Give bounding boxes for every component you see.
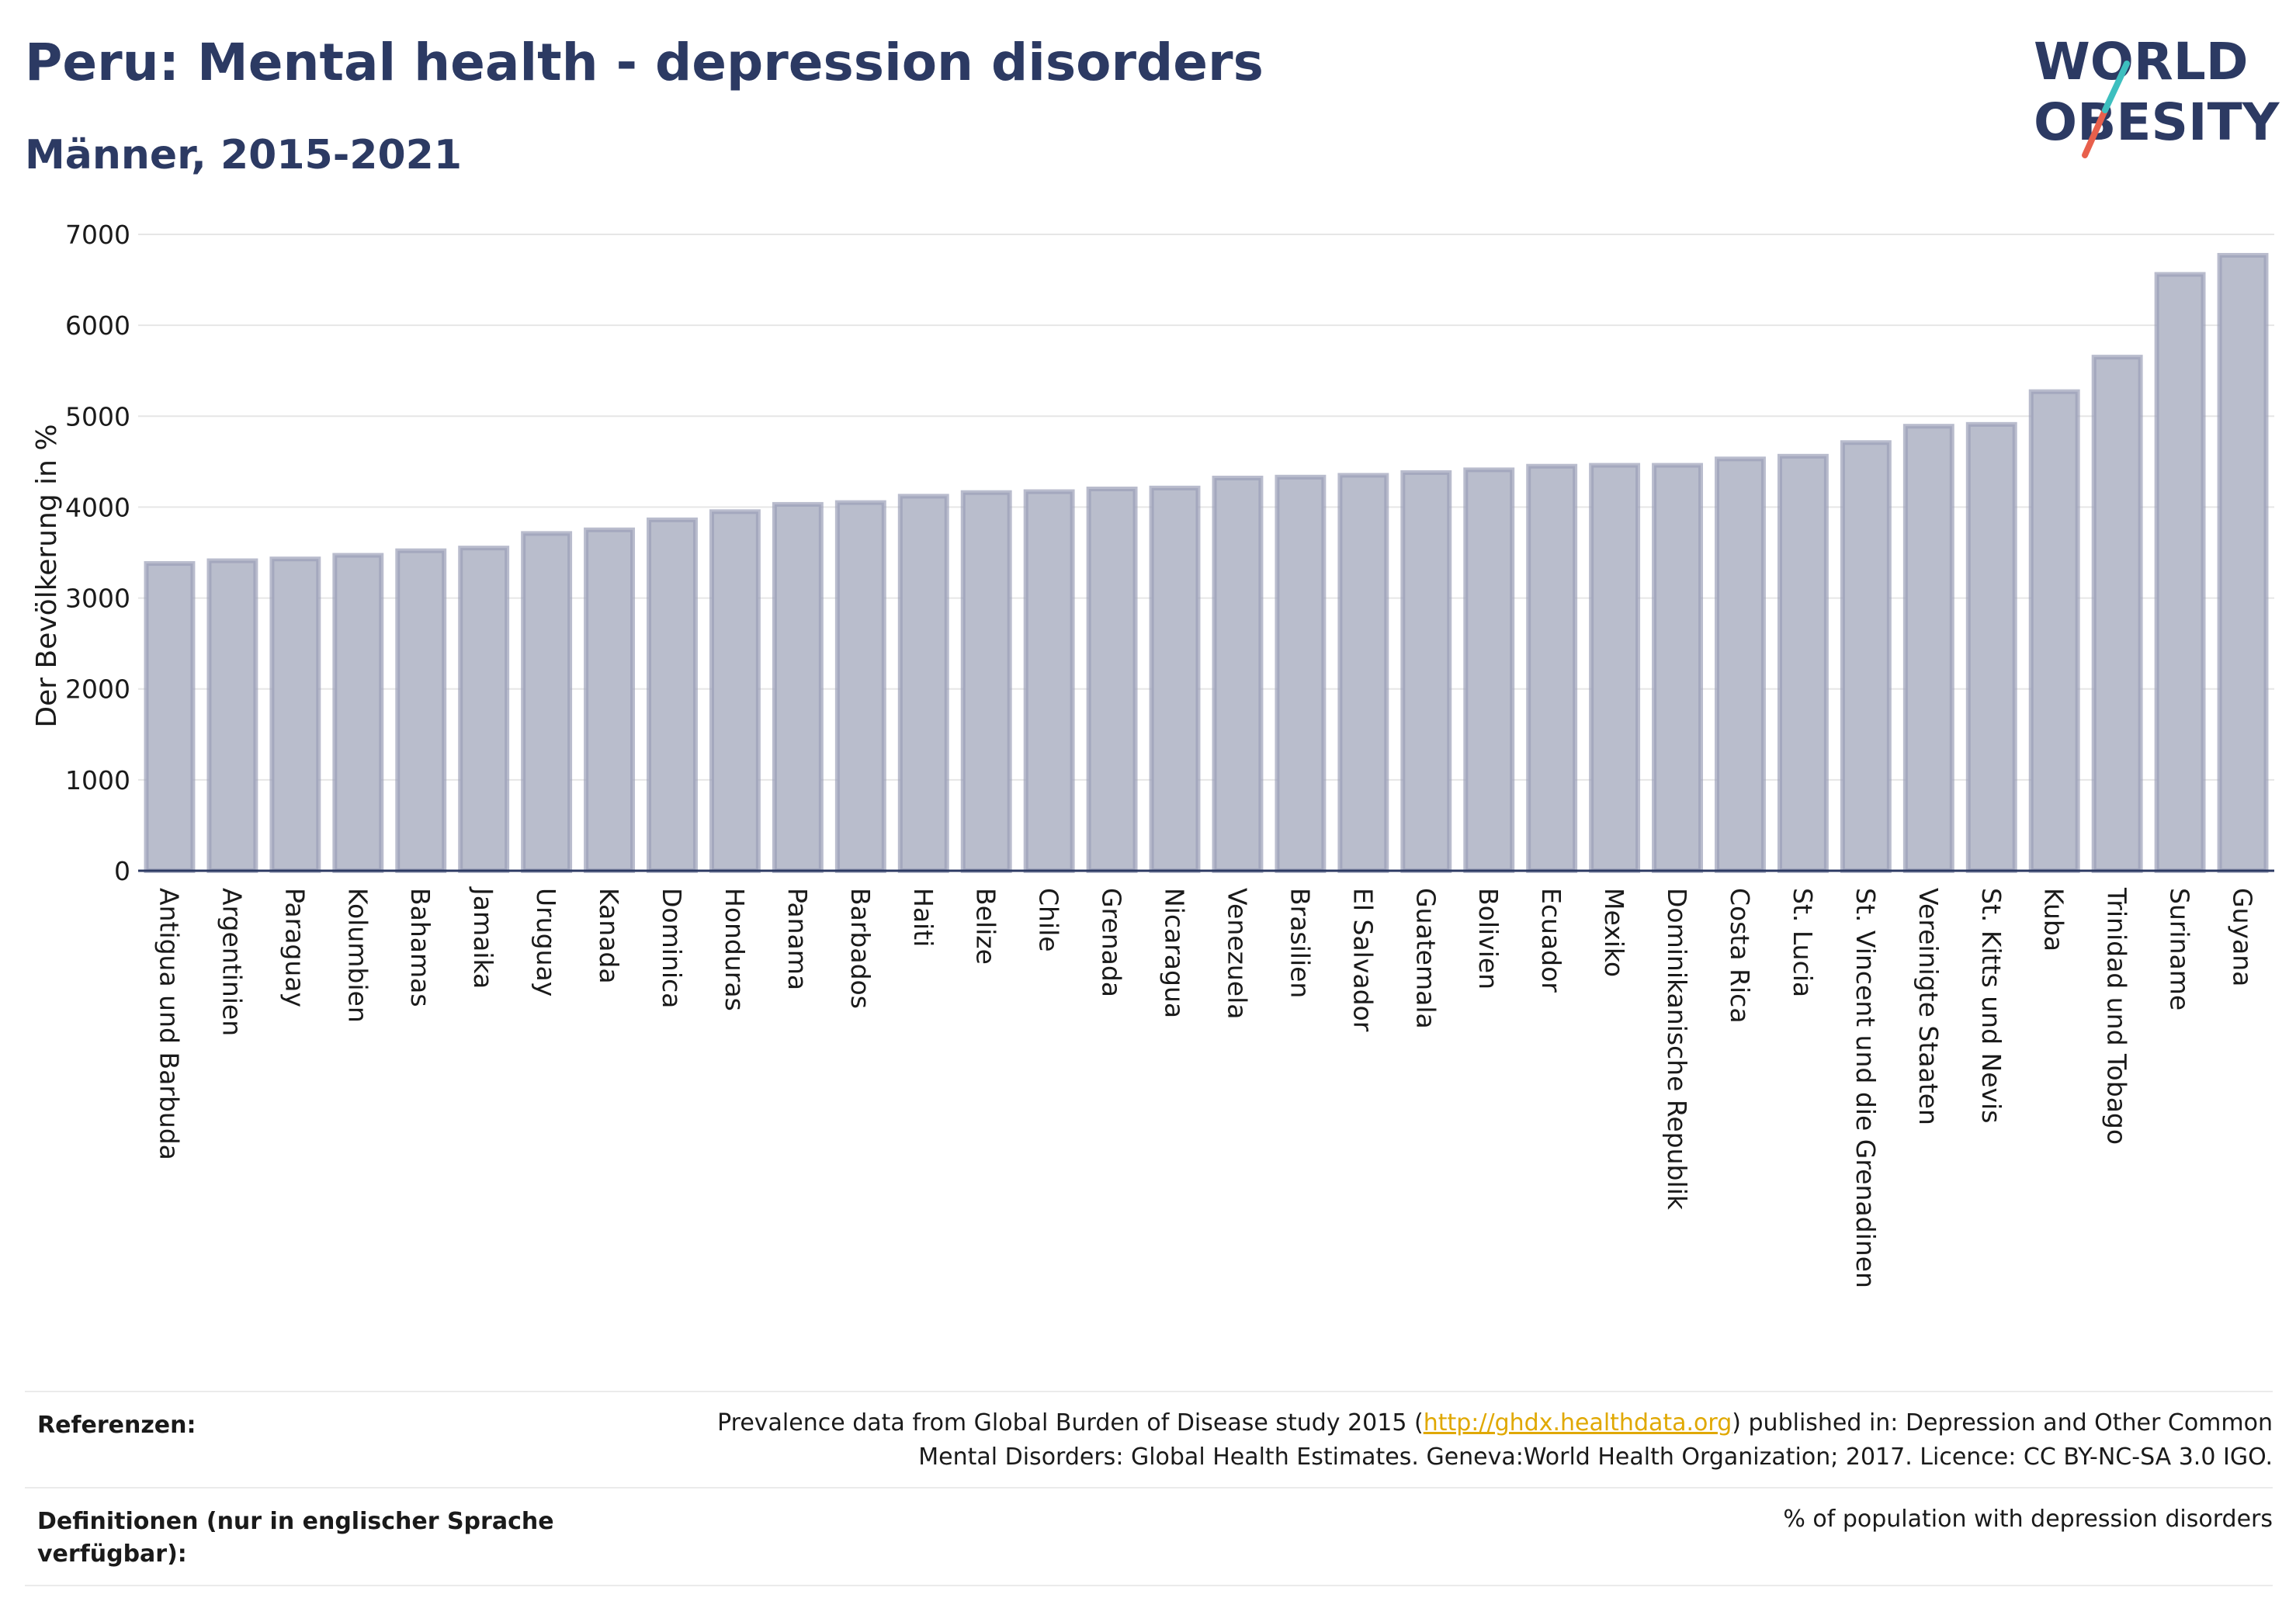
bar (1337, 473, 1389, 874)
logo-text-obesity: OBESITY (2034, 92, 2280, 152)
references-text-line2: Mental Disorders: Global Health Estimate… (918, 1444, 2273, 1471)
bar (2091, 355, 2143, 873)
y-tick-label: 4000 (65, 492, 130, 522)
footer-references-row: Referenzen: Prevalence data from Global … (25, 1391, 2273, 1489)
footer-bottom-rule (25, 1585, 2273, 1587)
x-tick-label: El Salvador (1347, 888, 1378, 1032)
y-tick-label: 5000 (65, 401, 130, 431)
x-tick-label: Guatemala (1410, 888, 1441, 1029)
bar (1902, 424, 1954, 873)
x-tick-label: Ecuador (1536, 888, 1566, 993)
bar (897, 494, 949, 873)
x-tick-label: Bolivien (1473, 888, 1503, 989)
x-tick-label: Suriname (2165, 888, 2195, 1010)
x-tick-label: St. Lucia (1788, 888, 1818, 997)
y-tick-label: 7000 (65, 220, 130, 250)
logo-text-world: WORLD (2034, 32, 2249, 92)
bar (521, 531, 573, 874)
x-tick-label: Belize (971, 888, 1001, 965)
world-obesity-logo: WORLD OBESITY (2018, 23, 2282, 163)
x-tick-label: Antigua und Barbuda (154, 888, 184, 1160)
bar (1526, 463, 1578, 873)
bar (2028, 389, 2080, 873)
x-tick-label: Dominica (657, 888, 687, 1008)
y-tick-label: 0 (114, 856, 130, 886)
bar (1275, 474, 1327, 873)
logo-slash-bottom (2102, 61, 2130, 113)
bar (1652, 463, 1704, 873)
x-tick-label: Bahamas (405, 888, 435, 1007)
y-tick-label: 1000 (65, 765, 130, 795)
bar (834, 500, 886, 873)
x-tick-label: Uruguay (531, 888, 561, 996)
y-tick-label: 6000 (65, 310, 130, 341)
x-tick-label: Costa Rica (1725, 888, 1755, 1024)
references-text-post: ) published in: Depression and Other Com… (1732, 1409, 2273, 1437)
bar (709, 509, 761, 873)
x-tick-label: Barbados (845, 888, 876, 1009)
x-tick-label: Trinidad und Tobago (2102, 887, 2132, 1145)
bar (772, 501, 824, 874)
bar (960, 490, 1012, 874)
x-tick-label: Jamaika (468, 886, 498, 989)
footer-definitions-row: Definitionen (nur in englischer Sprache … (25, 1487, 2273, 1586)
x-tick-label: Brasilien (1285, 888, 1315, 998)
bar (1715, 456, 1766, 873)
x-tick-label: Chile (1034, 888, 1064, 952)
bar (144, 561, 196, 873)
x-tick-label: Kolumbien (342, 888, 373, 1023)
definitions-text: % of population with depression disorder… (1783, 1506, 2273, 1533)
bar (2217, 252, 2269, 873)
bar (269, 556, 321, 873)
x-tick-label: Kuba (2039, 888, 2069, 951)
bar (647, 517, 698, 873)
references-label: Referenzen: (37, 1412, 196, 1439)
bar (584, 527, 636, 873)
x-tick-label: Nicaragua (1160, 888, 1190, 1018)
x-tick-label: Panama (782, 888, 813, 990)
bar (1463, 467, 1515, 873)
references-text-pre: Prevalence data from Global Burden of Di… (717, 1409, 1424, 1437)
bar (1149, 485, 1201, 873)
definitions-label: Definitionen (nur in englischer Sprache … (37, 1508, 554, 1568)
bar (1400, 470, 1452, 873)
logo-slash-top (2082, 107, 2108, 158)
x-tick-label: Vereinigte Staaten (1913, 888, 1944, 1125)
bar (1023, 489, 1075, 873)
x-tick-label: Guyana (2228, 888, 2258, 986)
y-tick-label: 3000 (65, 584, 130, 614)
page-subtitle: Männer, 2015-2021 (25, 132, 463, 178)
y-tick-label: 2000 (65, 674, 130, 705)
x-tick-label: Argentinien (217, 888, 247, 1036)
x-tick-label: Paraguay (279, 888, 310, 1007)
bar (395, 548, 447, 874)
x-tick-label: Honduras (720, 888, 750, 1011)
x-tick-label: Kanada (594, 888, 624, 984)
bar-chart: 0 1000 2000 3000 4000 5000 6000 7000 Der Bevölke… (31, 220, 2274, 1288)
bar (332, 553, 384, 873)
x-tick-label: Haiti (908, 888, 938, 947)
x-tick-label: Venezuela (1222, 888, 1252, 1019)
bar (1086, 487, 1138, 873)
x-tick-label: Dominikanische Republik (1662, 888, 1692, 1211)
page-title: Peru: Mental health - depression disorde… (25, 33, 1264, 92)
references-text: Prevalence data from Global Burden of Di… (604, 1406, 2273, 1475)
bar (1589, 463, 1641, 873)
bar (2154, 272, 2206, 873)
x-tick-label: St. Kitts und Nevis (1976, 888, 2006, 1123)
bar (458, 546, 510, 874)
bar (1212, 475, 1264, 873)
bar (1777, 453, 1829, 873)
x-tick-label: Grenada (1097, 888, 1127, 997)
bar (206, 558, 258, 873)
bar (1840, 440, 1892, 873)
y-axis-title: Der Bevölkerung in % (31, 424, 63, 727)
x-tick-label: St. Vincent und die Grenadinen (1850, 888, 1881, 1288)
x-tick-label: Mexiko (1599, 888, 1629, 977)
references-link[interactable]: http://ghdx.healthdata.org (1423, 1409, 1732, 1437)
bar (1965, 421, 2017, 873)
